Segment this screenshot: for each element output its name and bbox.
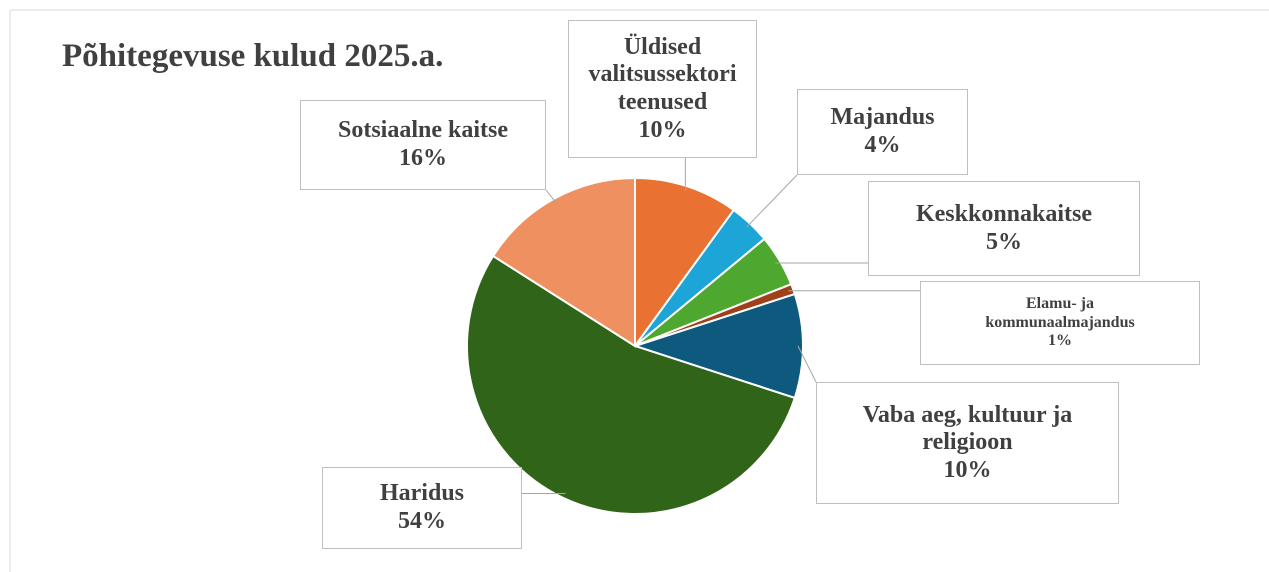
category-label: Üldised valitsussektori teenused [588, 33, 737, 115]
value-label: 1% [1048, 332, 1072, 350]
chart-title: Põhitegevuse kulud 2025.a. [62, 38, 444, 74]
category-label: Sotsiaalne kaitse [337, 117, 508, 144]
data-label-text: Haridus 54% [362, 480, 482, 535]
data-label-text: Sotsiaalne kaitse 16% [313, 117, 533, 172]
category-label: Majandus [830, 104, 935, 131]
leader-line [797, 345, 817, 383]
leader-line [545, 189, 557, 204]
data-label: Majandus 4% [797, 89, 968, 175]
value-label: 4% [864, 132, 901, 158]
category-label: Elamu- ja kommunaalmajandus [985, 295, 1135, 331]
data-label-text: Vaba aeg, kultuur ja religioon 10% [863, 402, 1073, 485]
value-label: 5% [986, 228, 1022, 255]
value-label: 54% [398, 508, 446, 534]
pie-slice [634, 176, 736, 350]
category-label: Haridus [379, 480, 465, 507]
value-label: 16% [399, 145, 447, 171]
data-label-text: Üldised valitsussektori teenused 10% [578, 34, 748, 144]
data-label-text: Keskkonnakaitse 5% [884, 201, 1124, 256]
data-label: Üldised valitsussektori teenused 10% [568, 20, 757, 158]
value-label: 10% [638, 116, 687, 143]
value-label: 10% [943, 456, 992, 483]
data-label: Vaba aeg, kultuur ja religioon 10% [816, 382, 1119, 504]
category-label: Keskkonnakaitse [915, 200, 1093, 227]
data-label: Elamu- ja kommunaalmajandus 1% [920, 281, 1200, 365]
data-label-text: Elamu- ja kommunaalmajandus 1% [975, 295, 1145, 350]
category-label: Vaba aeg, kultuur ja religioon [862, 401, 1073, 456]
data-label: Sotsiaalne kaitse 16% [300, 100, 546, 190]
pie-slice [491, 176, 636, 348]
data-label-text: Majandus 4% [808, 104, 958, 159]
data-label: Keskkonnakaitse 5% [868, 181, 1140, 276]
data-label: Haridus 54% [322, 467, 522, 549]
leader-line [746, 174, 798, 228]
pie-slice [631, 292, 804, 400]
pie-slice [466, 254, 797, 515]
